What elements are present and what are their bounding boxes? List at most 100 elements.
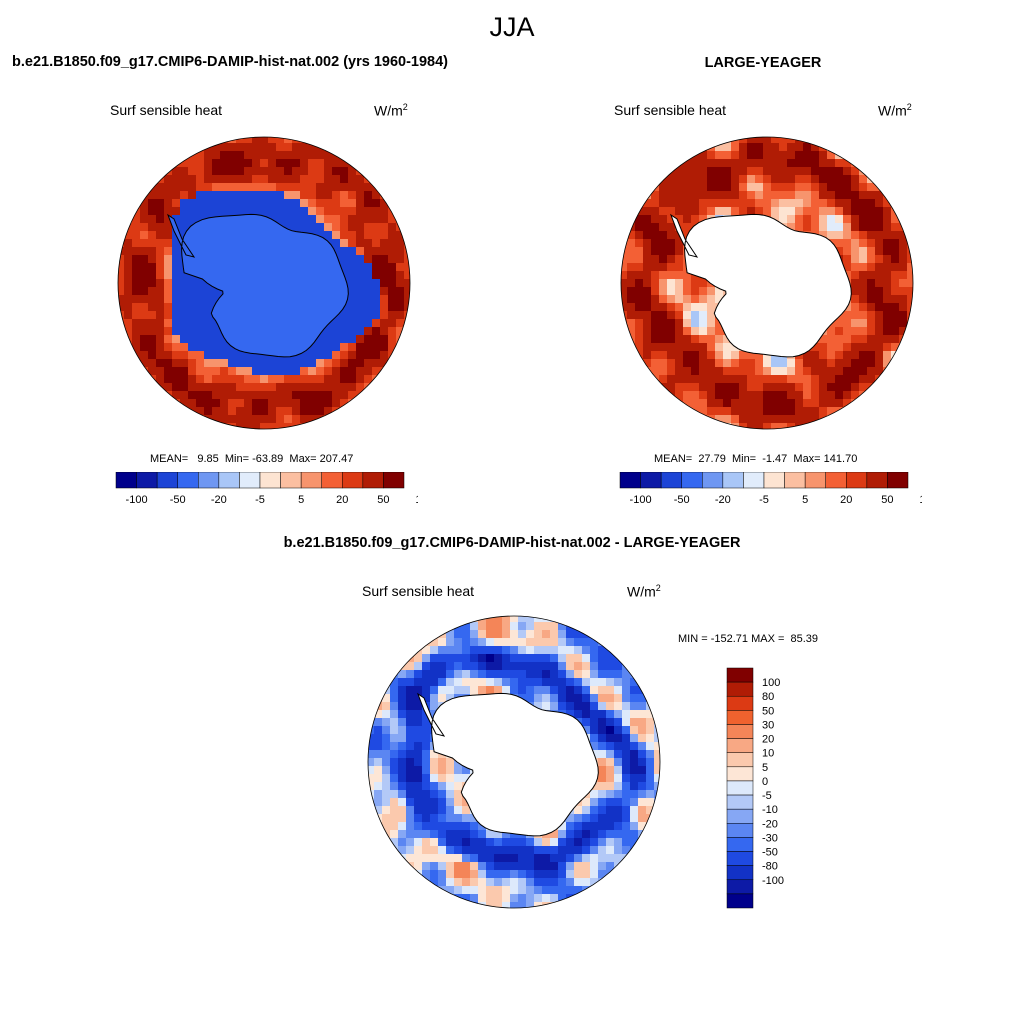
map-cell: [542, 686, 551, 695]
map-cell: [638, 846, 647, 855]
map-cell: [438, 798, 447, 807]
map-cell: [731, 143, 740, 152]
map-cell: [340, 383, 349, 392]
map-cell: [646, 782, 655, 791]
map-cell: [638, 742, 647, 751]
map-cell: [622, 750, 631, 759]
map-cell: [236, 415, 245, 424]
map-cell: [156, 183, 165, 192]
map-cell: [414, 750, 423, 759]
map-cell: [244, 399, 253, 408]
map-cell: [390, 790, 399, 799]
map-cell: [590, 662, 599, 671]
map-cell: [643, 231, 652, 240]
map-cell: [260, 207, 269, 216]
map-cell: [907, 367, 913, 376]
map-cell: [438, 878, 447, 887]
map-cell: [643, 279, 652, 288]
map-cell: [574, 838, 583, 847]
map-cell: [819, 383, 828, 392]
map-cell: [364, 151, 373, 160]
map-cell: [558, 854, 567, 863]
map-cell: [867, 247, 876, 256]
map-cell: [406, 750, 415, 759]
map-cell: [276, 207, 285, 216]
map-cell: [827, 223, 836, 232]
map-cell: [715, 335, 724, 344]
map-cell: [172, 343, 181, 352]
map-cell: [739, 375, 748, 384]
map-cell: [643, 343, 652, 352]
map-cell: [364, 247, 373, 256]
map-cell: [228, 151, 237, 160]
map-cell: [388, 415, 397, 424]
map-cell: [374, 862, 383, 871]
map-cell: [654, 726, 660, 735]
map-cell: [390, 742, 399, 751]
colorbar-box: [383, 472, 405, 489]
map-cell: [654, 646, 660, 655]
map-cell: [380, 415, 389, 424]
map-cell: [675, 327, 684, 336]
map-cell: [899, 303, 908, 312]
map-cell: [180, 375, 189, 384]
map-cell: [518, 638, 527, 647]
map-cell: [691, 343, 700, 352]
map-cell: [196, 335, 205, 344]
map-cell: [348, 247, 357, 256]
map-cell: [132, 239, 141, 248]
map-cell: [707, 311, 716, 320]
map-cell: [883, 279, 892, 288]
map-cell: [390, 686, 399, 695]
map-cell: [172, 215, 181, 224]
map-cell: [156, 215, 165, 224]
map-cell: [646, 630, 655, 639]
map-cell: [446, 862, 455, 871]
map-cell: [406, 638, 415, 647]
map-cell: [787, 207, 796, 216]
map-cell: [851, 191, 860, 200]
map-cell: [859, 415, 868, 424]
map-cell: [382, 630, 391, 639]
map-cell: [675, 151, 684, 160]
map-cell: [132, 279, 141, 288]
map-cell: [827, 183, 836, 192]
map-cell: [779, 407, 788, 416]
map-cell: [220, 143, 229, 152]
map-cell: [164, 175, 173, 184]
map-cell: [228, 183, 237, 192]
map-cell: [675, 263, 684, 272]
map-cell: [819, 335, 828, 344]
map-cell: [707, 391, 716, 400]
map-cell: [755, 159, 764, 168]
map-cell: [164, 343, 173, 352]
colorbar-tick-label: 5: [802, 494, 808, 506]
map-cell: [582, 718, 591, 727]
map-cell: [148, 255, 157, 264]
map-cell: [404, 415, 410, 424]
map-cell: [598, 702, 607, 711]
map-cell: [827, 399, 836, 408]
map-cell: [747, 407, 756, 416]
colorbar-box: [866, 472, 888, 489]
map-cell: [787, 415, 796, 424]
map-cell: [300, 183, 309, 192]
map-cell: [867, 183, 876, 192]
map-cell: [867, 311, 876, 320]
map-cell: [763, 415, 772, 424]
map-cell: [630, 774, 639, 783]
map-cell: [236, 391, 245, 400]
map-cell: [364, 423, 373, 429]
map-cell: [204, 367, 213, 376]
map-cell: [396, 287, 405, 296]
map-cell: [691, 423, 700, 429]
map-cell: [422, 678, 431, 687]
map-cell: [651, 343, 660, 352]
map-cell: [478, 630, 487, 639]
map-cell: [867, 359, 876, 368]
map-cell: [891, 423, 900, 429]
map-cell: [899, 367, 908, 376]
map-cell: [787, 159, 796, 168]
map-cell: [891, 287, 900, 296]
colorbar-box: [136, 472, 158, 489]
